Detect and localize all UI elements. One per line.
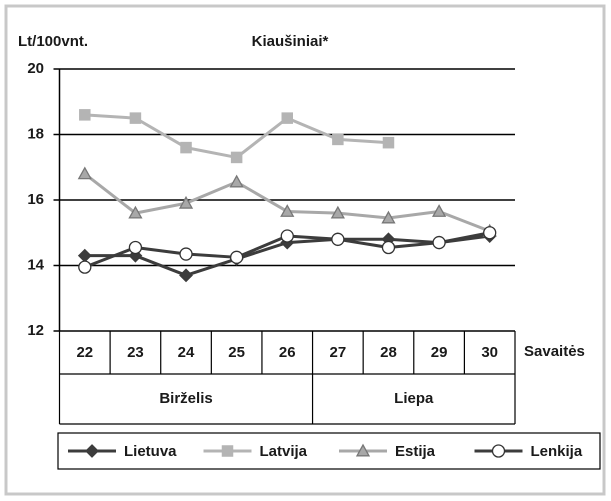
- point: [179, 268, 193, 283]
- point: [178, 195, 194, 209]
- legend-label: Lenkija: [531, 443, 583, 460]
- x-tick-label: 30: [481, 344, 498, 361]
- point: [331, 232, 345, 246]
- y-tick-label: 14: [27, 256, 44, 273]
- point: [179, 247, 193, 261]
- point: [129, 112, 142, 124]
- legend-marker: [85, 444, 99, 458]
- point: [128, 240, 143, 255]
- point: [483, 226, 497, 240]
- x-tick-label: 24: [178, 344, 195, 361]
- x-tick-label: 28: [380, 344, 397, 361]
- point: [229, 174, 244, 188]
- x-tick-label: 25: [228, 344, 245, 361]
- point: [381, 210, 396, 224]
- point: [78, 260, 92, 274]
- point: [79, 109, 91, 121]
- y-tick-label: 12: [27, 322, 44, 339]
- point: [230, 151, 243, 164]
- point: [431, 204, 447, 217]
- x-tick-label: 29: [431, 344, 448, 361]
- point: [180, 141, 192, 154]
- point: [332, 133, 344, 146]
- point: [281, 112, 293, 124]
- x-tick-label: 27: [330, 344, 347, 361]
- point: [381, 240, 396, 255]
- legend-marker: [355, 443, 371, 457]
- legend-marker: [221, 445, 234, 457]
- legend-marker: [491, 444, 506, 458]
- y-tick-label: 20: [27, 60, 44, 77]
- point: [280, 204, 295, 217]
- frame: [4, 4, 606, 496]
- point: [280, 229, 294, 243]
- y-tick-label: 16: [27, 191, 44, 208]
- point: [128, 205, 143, 219]
- legend-label: Estija: [395, 443, 436, 460]
- x-tick-label: 22: [76, 344, 93, 361]
- y-axis-label: Lt/100vnt.: [18, 33, 88, 50]
- point: [229, 250, 244, 264]
- y-tick-label: 18: [27, 125, 44, 142]
- point: [77, 166, 92, 180]
- legend-label: Latvija: [260, 443, 308, 460]
- x-tick-label: 23: [127, 344, 144, 361]
- point: [382, 136, 395, 149]
- group-label: Birželis: [159, 390, 212, 407]
- point: [432, 235, 446, 250]
- group-label: Liepa: [394, 390, 434, 407]
- point: [330, 205, 345, 219]
- legend-label: Lietuva: [124, 443, 177, 460]
- x-tick-label: 26: [279, 344, 296, 361]
- chart-title: Kiaušiniai*: [252, 33, 329, 50]
- x-axis-label: Savaitės: [524, 343, 585, 360]
